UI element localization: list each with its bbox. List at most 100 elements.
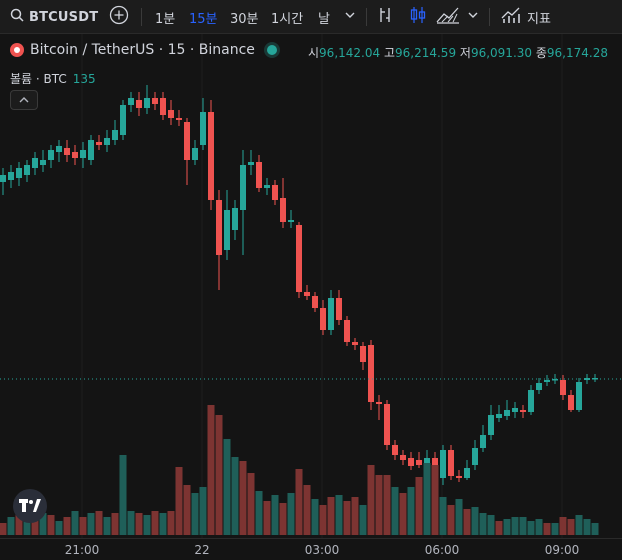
- low-value: 96,091.30: [470, 46, 533, 60]
- volume-bar: [511, 517, 519, 535]
- candle-body: [368, 345, 374, 402]
- interval-15m[interactable]: 15분: [189, 11, 218, 27]
- interval-30m[interactable]: 30분: [230, 11, 259, 27]
- volume-bar: [151, 511, 159, 535]
- candle-body: [512, 408, 518, 412]
- candle-body: [200, 112, 206, 145]
- time-axis[interactable]: 21:00 22 03:00 06:00 09:00: [0, 538, 622, 560]
- volume-bar: [343, 501, 351, 535]
- bar-replay-icon: [377, 6, 395, 28]
- candle-body: [168, 110, 174, 118]
- candle-body: [552, 379, 558, 381]
- volume-bar: [351, 497, 359, 535]
- volume-bar: [39, 513, 47, 535]
- candle-body: [256, 162, 262, 188]
- volume-bar: [471, 507, 479, 535]
- candle-body: [344, 320, 350, 342]
- add-symbol-button[interactable]: [109, 0, 129, 34]
- candle-body: [88, 140, 94, 160]
- candle-body: [240, 165, 246, 210]
- volume-bar: [503, 519, 511, 535]
- candle-body: [184, 122, 190, 160]
- interval-1m[interactable]: 1분: [155, 11, 176, 27]
- volume-bar: [47, 515, 55, 535]
- candle-body: [488, 415, 494, 435]
- volume-bar: [279, 503, 287, 535]
- candle-body: [192, 148, 198, 160]
- volume-bar: [223, 439, 231, 535]
- volume-bar: [551, 523, 559, 535]
- candle-body: [136, 100, 142, 108]
- binance-logo-icon: [10, 43, 24, 57]
- time-label: 22: [194, 543, 210, 557]
- tradingview-logo-icon: [19, 499, 41, 512]
- candle-body: [544, 380, 550, 382]
- volume-bar: [431, 465, 439, 535]
- candle-body: [416, 460, 422, 465]
- collapse-legend-button[interactable]: [10, 90, 38, 110]
- candle-body: [592, 378, 598, 380]
- close-value: 96,174.28: [546, 46, 608, 60]
- volume-bar: [167, 511, 175, 535]
- candle-body: [96, 142, 102, 145]
- volume-bar: [71, 511, 79, 535]
- legend-title: Bitcoin / TetherUS · 15 · Binance: [30, 42, 255, 58]
- candle-body: [336, 298, 342, 320]
- volume-value: 135: [72, 72, 96, 86]
- interval-day[interactable]: 날: [318, 11, 330, 27]
- candle-body: [536, 383, 542, 390]
- indicators-button[interactable]: 지표: [501, 0, 551, 34]
- volume-bar: [583, 519, 591, 535]
- volume-bar: [527, 521, 535, 535]
- candle-body: [456, 476, 462, 478]
- candle-body: [312, 296, 318, 308]
- volume-bar: [23, 515, 31, 535]
- chart-legend: Bitcoin / TetherUS · 15 · Binance: [10, 42, 277, 58]
- top-toolbar: BTCUSDT 1분 15분 30분 1시간 날: [0, 0, 622, 34]
- candle-body: [16, 168, 22, 178]
- symbol-name: BTCUSDT: [29, 9, 99, 25]
- volume-bar: [263, 501, 271, 535]
- volume-bar: [327, 497, 335, 535]
- volume-bar: [559, 517, 567, 535]
- bar-replay-button[interactable]: [377, 0, 395, 34]
- interval-1h[interactable]: 1시간: [271, 11, 304, 27]
- candle-body: [528, 390, 534, 412]
- candles-icon: [408, 5, 428, 29]
- volume-bar: [191, 493, 199, 535]
- volume-bar: [535, 519, 543, 535]
- volume-bar: [7, 517, 15, 535]
- candles-button[interactable]: [408, 0, 428, 34]
- volume-bar: [135, 513, 143, 535]
- candle-body: [584, 378, 590, 380]
- candle-body: [72, 152, 78, 158]
- volume-bar: [103, 517, 111, 535]
- volume-bar: [239, 461, 247, 535]
- candle-body: [288, 220, 294, 222]
- candle-body: [408, 458, 414, 466]
- volume-bar: [519, 517, 527, 535]
- volume-bar: [383, 475, 391, 535]
- candle-body: [520, 410, 526, 412]
- volume-bar: [415, 477, 423, 535]
- candle-body: [120, 105, 126, 135]
- search-icon: [10, 8, 24, 26]
- chevron-up-icon: [19, 94, 29, 107]
- candle-body: [392, 445, 398, 455]
- interval-dropdown[interactable]: [344, 0, 356, 34]
- candle-body: [264, 185, 270, 188]
- open-value: 96,142.04: [319, 46, 381, 60]
- price-chart[interactable]: [0, 0, 622, 538]
- candle-body: [400, 455, 406, 460]
- area-chart-button[interactable]: [436, 0, 460, 34]
- chart-type-dropdown[interactable]: [467, 0, 479, 34]
- candle-body: [104, 138, 110, 145]
- candle-body: [272, 185, 278, 200]
- symbol-search[interactable]: BTCUSDT: [10, 0, 98, 34]
- volume-bar: [399, 493, 407, 535]
- volume-bar: [271, 495, 279, 535]
- volume-bar: [111, 513, 119, 535]
- candle-body: [48, 150, 54, 160]
- tradingview-logo[interactable]: [13, 489, 47, 523]
- candle-body: [280, 198, 286, 222]
